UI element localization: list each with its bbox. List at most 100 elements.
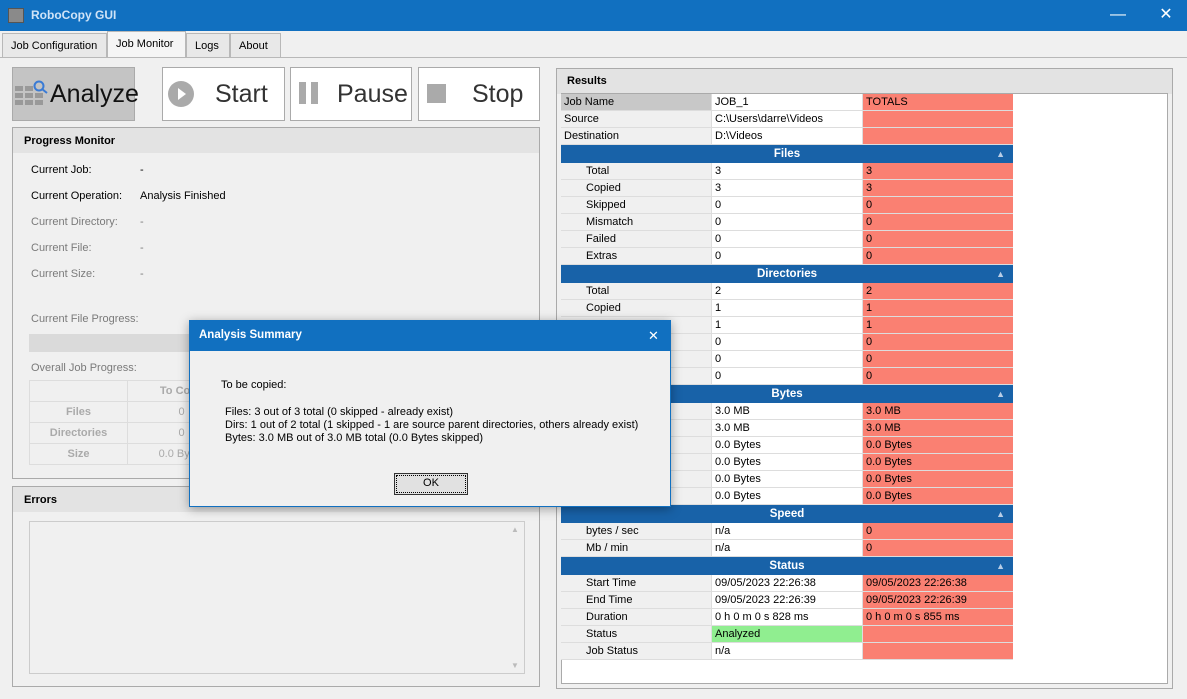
row-total: 1 [863,300,1013,316]
row-value: Analyzed [712,626,863,642]
row-total: 0.0 Bytes [863,454,1013,470]
dialog-close-button[interactable]: ✕ [648,328,659,343]
play-icon [168,81,194,107]
row-value: 0 [712,351,863,367]
scroll-up-icon[interactable]: ▲ [511,525,519,534]
row-label: End Time [561,592,712,608]
table-row[interactable]: Status Analyzed [561,626,1013,643]
row-total: 0.0 Bytes [863,471,1013,487]
table-row[interactable]: Copied 1 1 [561,300,1013,317]
row-total: 0 [863,334,1013,350]
table-row[interactable]: Start Time 09/05/2023 22:26:38 09/05/2023 … [561,575,1013,592]
row-label: Duration [561,609,712,625]
table-row[interactable]: Copied 3 3 [561,180,1013,197]
row-value: 3 [712,180,863,196]
table-row[interactable]: Destination D:\Videos [561,128,1013,145]
app-icon [8,8,24,23]
table-row[interactable]: bytes / sec n/a 0 [561,523,1013,540]
row-total: 0 [863,540,1013,556]
row-value: 0 [712,214,863,230]
row-value: 0 h 0 m 0 s 828 ms [712,609,863,625]
start-button[interactable]: Start [162,67,285,121]
section-header-files[interactable]: Files ▲ [561,145,1013,163]
current-operation-label: Current Operation: [31,190,123,202]
row-label: Destination [561,128,712,144]
row-total: 3.0 MB [863,420,1013,436]
stop-button[interactable]: Stop [418,67,540,121]
files-label: Files [29,401,128,423]
current-size-label: Current Size: [31,268,96,280]
row-value: 3.0 MB [712,420,863,436]
section-header-speed[interactable]: Speed ▲ [561,505,1013,523]
row-label: Failed [561,231,712,247]
row-label: Extras [561,248,712,264]
row-value: 3.0 MB [712,403,863,419]
tab-logs[interactable]: Logs [186,33,230,57]
pause-button[interactable]: Pause [290,67,412,121]
table-row[interactable]: Mismatch 0 0 [561,214,1013,231]
tab-job-monitor[interactable]: Job Monitor [107,31,186,58]
current-operation-value: Analysis Finished [140,190,226,202]
table-row[interactable]: Failed 0 0 [561,231,1013,248]
section-header-bytes[interactable]: Bytes ▲ [561,385,1013,403]
row-total: 0 [863,197,1013,213]
section-header-status[interactable]: Status ▲ [561,557,1013,575]
row-value: JOB_1 [712,94,863,110]
collapse-icon[interactable]: ▲ [996,509,1005,519]
row-label: Mismatch [561,214,712,230]
file-progress-label: Current File Progress: [31,313,139,325]
table-row[interactable]: 0.0 Bytes 0.0 Bytes [561,454,1013,471]
close-button[interactable]: ✕ [1159,6,1173,23]
row-total: TOTALS [863,94,1013,110]
errors-textbox[interactable]: ▲ ▼ [29,521,525,674]
errors-scrollbar[interactable]: ▲ ▼ [507,522,524,673]
tab-job-configuration[interactable]: Job Configuration [2,33,107,57]
row-label: Total [561,163,712,179]
table-row[interactable]: 0.0 Bytes 0.0 Bytes [561,488,1013,505]
row-label: Skipped [561,197,712,213]
analysis-summary-dialog: Analysis Summary ✕ To be copied: Files: … [189,320,671,507]
tab-about[interactable]: About [230,33,281,57]
table-row[interactable]: Job Name JOB_1 TOTALS [561,94,1013,111]
row-value: 0.0 Bytes [712,454,863,470]
current-file-label: Current File: [31,242,92,254]
row-total: 3 [863,180,1013,196]
tab-content [0,57,1187,699]
row-label: Start Time [561,575,712,591]
row-total: 0 [863,368,1013,384]
table-row[interactable]: Job Status n/a [561,643,1013,660]
collapse-icon[interactable]: ▲ [996,269,1005,279]
scroll-down-icon[interactable]: ▼ [511,661,519,670]
dialog-title: Analysis Summary [190,321,670,351]
row-total: 0.0 Bytes [863,437,1013,453]
row-total: 09/05/2023 22:26:38 [863,575,1013,591]
current-directory-value: - [140,216,144,228]
table-row[interactable]: Duration 0 h 0 m 0 s 828 ms 0 h 0 m 0 s 85… [561,609,1013,626]
table-row[interactable]: Total 2 2 [561,283,1013,300]
ok-button[interactable]: OK [394,473,468,495]
section-header-directories[interactable]: Directories ▲ [561,265,1013,283]
current-job-value: - [140,164,144,176]
window-title: RoboCopy GUI [31,8,117,22]
table-row[interactable]: Extras 0 0 [561,248,1013,265]
row-total: 0 [863,248,1013,264]
directories-label: Directories [29,422,128,444]
table-row[interactable]: Source C:\Users\darre\Videos [561,111,1013,128]
collapse-icon[interactable]: ▲ [996,561,1005,571]
analyze-button[interactable]: Analyze [12,67,139,121]
table-row[interactable]: Total 3 3 [561,163,1013,180]
table-row[interactable]: Skipped 0 0 [561,197,1013,214]
collapse-icon[interactable]: ▲ [996,149,1005,159]
row-label: bytes / sec [561,523,712,539]
row-value: n/a [712,540,863,556]
table-row[interactable]: End Time 09/05/2023 22:26:39 09/05/2023 22… [561,592,1013,609]
stop-label: Stop [472,80,524,108]
progress-monitor-title: Progress Monitor [13,128,539,153]
row-total: 2 [863,283,1013,299]
minimize-button[interactable]: — [1110,6,1126,23]
collapse-icon[interactable]: ▲ [996,389,1005,399]
section-title: Status [769,560,805,572]
table-row[interactable]: Mb / min n/a 0 [561,540,1013,557]
row-label: Job Status [561,643,712,659]
row-total: 09/05/2023 22:26:39 [863,592,1013,608]
